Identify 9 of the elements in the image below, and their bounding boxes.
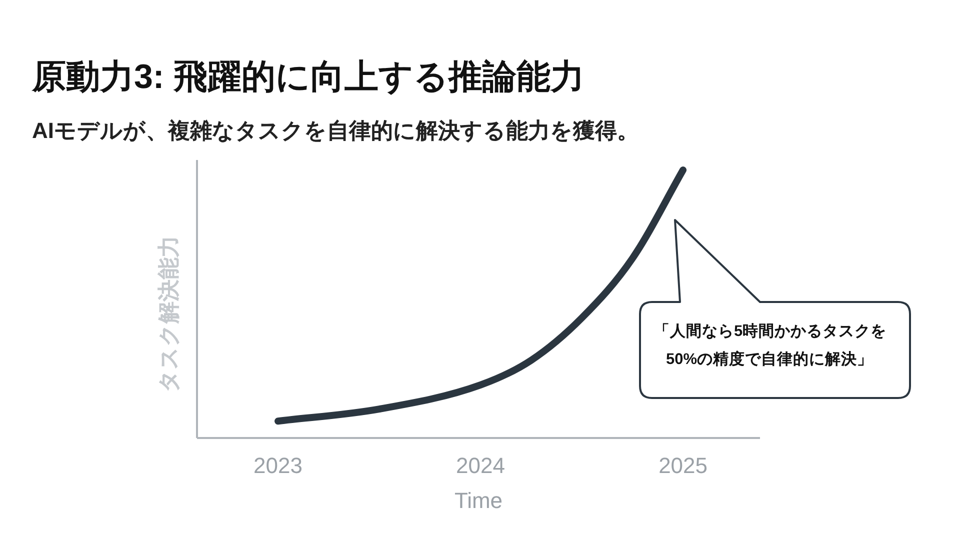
y-axis-title: タスク解決能力 (156, 236, 181, 392)
chart-subtitle: AIモデルが、複雑なタスクを自律的に解決する能力を獲得。 (32, 118, 639, 143)
x-tick-label: 2023 (254, 453, 302, 478)
callout: 「人間なら5時間かかるタスクを 50%の精度で自律的に解決」 (639, 219, 911, 399)
chart-title: 原動力3: 飛躍的に向上する推論能力 (31, 58, 585, 96)
annotation: 「人間なら5時間かかるタスクを 50%の精度で自律的に解決」 (654, 322, 887, 368)
x-tick-label: 2024 (456, 453, 505, 478)
x-tick-label: 2025 (658, 453, 708, 478)
x-axis-title: Time (454, 488, 503, 513)
